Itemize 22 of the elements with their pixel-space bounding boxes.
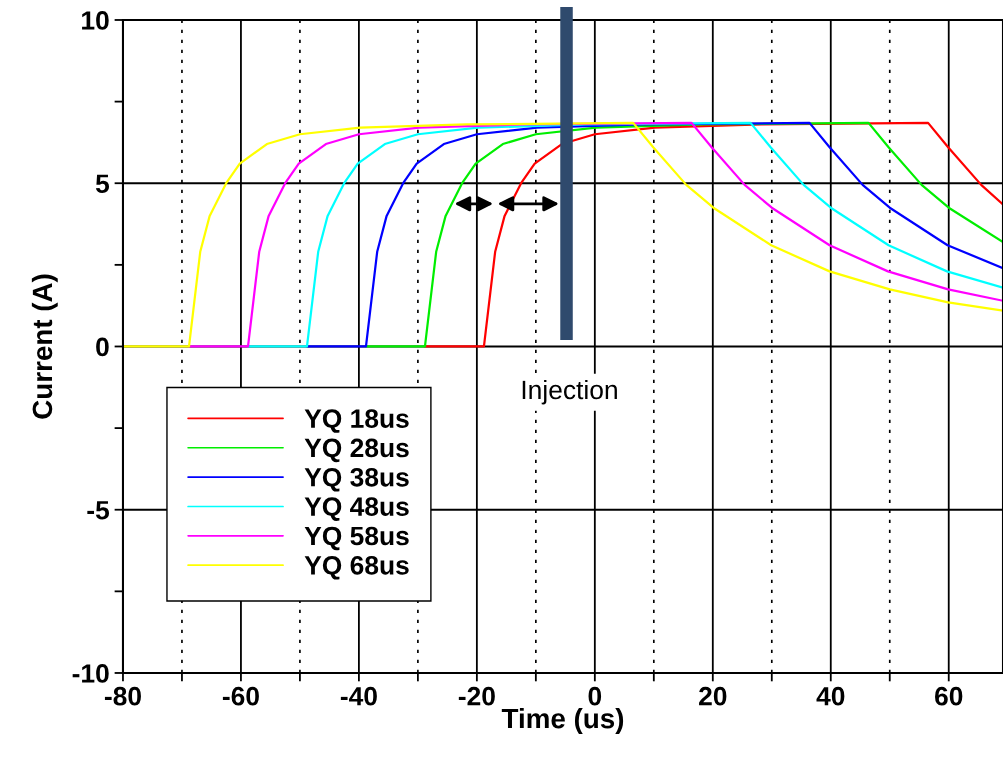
x-tick-label: 60 bbox=[935, 686, 963, 706]
x-tick-label: -40 bbox=[340, 686, 377, 706]
y-axis-title: Current (A) bbox=[31, 274, 58, 419]
legend-label: YQ 68us bbox=[304, 556, 409, 580]
x-tick-label: -20 bbox=[458, 686, 495, 706]
x-tick-label: 40 bbox=[816, 686, 845, 706]
y-tick-label: 10 bbox=[82, 11, 109, 30]
legend-label: YQ 18us bbox=[304, 409, 409, 433]
x-tick-label: 0 bbox=[588, 686, 602, 706]
legend-label: YQ 28us bbox=[304, 438, 409, 463]
x-tick-label: -60 bbox=[222, 686, 259, 706]
y-tick-label: -5 bbox=[87, 501, 110, 520]
y-tick-label: -10 bbox=[72, 664, 109, 683]
x-tick-label: -80 bbox=[104, 686, 141, 706]
legend-label: YQ 58us bbox=[304, 526, 409, 551]
x-tick-label: 20 bbox=[699, 686, 727, 706]
legend-label: YQ 38us bbox=[304, 467, 409, 492]
ref-line-label: Injection bbox=[522, 379, 617, 405]
x-axis-title: Time (us) bbox=[501, 707, 624, 734]
y-tick-label: 0 bbox=[96, 337, 109, 357]
legend-label: YQ 48us bbox=[304, 497, 409, 521]
y-tick-label: 5 bbox=[95, 174, 110, 194]
